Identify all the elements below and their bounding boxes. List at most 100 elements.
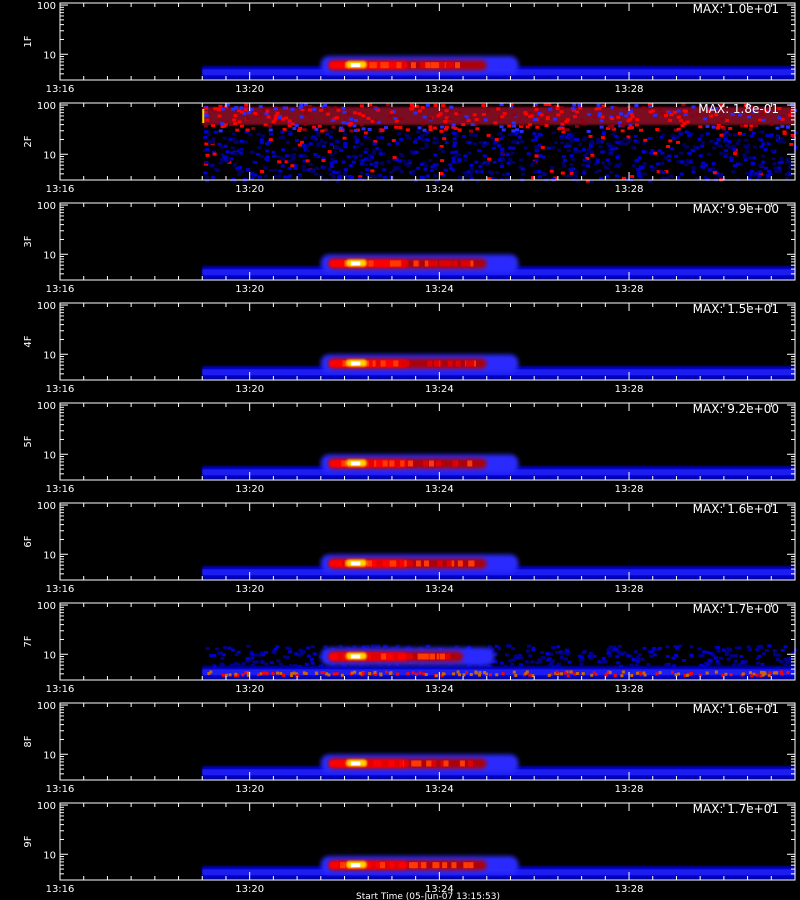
spectrogram-image — [202, 354, 796, 380]
y-axis-label: 8F — [23, 735, 34, 747]
spectrogram-image — [202, 56, 796, 80]
axes: 100 10 13:16 13:20 13:24 13:28 — [37, 301, 796, 395]
x-tick-label: 13:20 — [235, 484, 264, 495]
footer-label: Start Time (05-Jun-07 13:15:53) — [356, 892, 500, 900]
x-tick-label: 13:16 — [46, 684, 75, 695]
x-tick-label: 13:16 — [46, 584, 75, 595]
axes: 100 10 13:16 13:20 13:24 13:28 — [37, 101, 796, 195]
y-axis-label: 7F — [23, 635, 34, 647]
y-tick-label: 100 — [37, 501, 56, 512]
x-tick-label: 13:16 — [46, 484, 75, 495]
y-tick-label: 10 — [43, 750, 56, 761]
x-tick-label: 13:16 — [46, 284, 75, 295]
y-axis-label: 5F — [23, 435, 34, 447]
y-tick-label: 100 — [37, 201, 56, 212]
x-tick-label: 13:16 — [46, 884, 75, 895]
x-tick-label: 13:28 — [615, 84, 644, 95]
x-tick-label: 13:20 — [235, 784, 264, 795]
panel-1: 100 10 13:16 13:20 13:24 13:28 1F MAX: 1.0e+01 — [23, 1, 796, 95]
x-tick-label: 13:28 — [615, 584, 644, 595]
max-value-label: MAX: 1.8e-01 — [698, 102, 779, 116]
y-tick-label: 100 — [37, 601, 56, 612]
y-tick-label: 10 — [43, 250, 56, 261]
max-value-label: MAX: 1.0e+01 — [693, 2, 779, 16]
panel-3: 100 10 13:16 13:20 13:24 13:28 3F MAX: 9.9e+00 — [23, 201, 796, 295]
x-tick-label: 13:28 — [615, 684, 644, 695]
axes: 100 10 13:16 13:20 13:24 13:28 — [37, 801, 796, 895]
max-value-label: MAX: 1.7e+01 — [693, 802, 779, 816]
spectrogram-image — [202, 103, 799, 183]
x-tick-label: 13:24 — [425, 84, 454, 95]
panel-6: 100 10 13:16 13:20 13:24 13:28 6F MAX: 1.6e+01 — [23, 501, 796, 595]
y-tick-label: 10 — [43, 350, 56, 361]
axes: 100 10 13:16 13:20 13:24 13:28 — [37, 401, 796, 495]
spectrogram-image — [202, 454, 796, 480]
axes: 100 10 13:16 13:20 13:24 13:28 — [37, 201, 796, 295]
x-tick-label: 13:20 — [235, 284, 264, 295]
x-tick-label: 13:24 — [425, 184, 454, 195]
y-tick-label: 100 — [37, 701, 56, 712]
y-tick-label: 100 — [37, 1, 56, 12]
x-tick-label: 13:20 — [235, 884, 264, 895]
x-tick-label: 13:24 — [425, 484, 454, 495]
spectrogram-image — [202, 554, 796, 580]
panel-5: 100 10 13:16 13:20 13:24 13:28 5F MAX: 9.2e+00 — [23, 401, 796, 495]
y-tick-label: 10 — [43, 650, 56, 661]
max-value-label: MAX: 1.6e+01 — [693, 502, 779, 516]
y-tick-label: 10 — [43, 550, 56, 561]
max-value-label: MAX: 9.2e+00 — [693, 402, 779, 416]
max-value-label: MAX: 1.5e+01 — [693, 302, 779, 316]
axes: 100 10 13:16 13:20 13:24 13:28 — [37, 701, 796, 795]
axes: 100 10 13:16 13:20 13:24 13:28 — [37, 601, 796, 695]
y-axis-label: 2F — [23, 135, 34, 147]
x-tick-label: 13:28 — [615, 184, 644, 195]
spectrogram-image — [202, 254, 796, 280]
x-tick-label: 13:28 — [615, 284, 644, 295]
axes: 100 10 13:16 13:20 13:24 13:28 — [37, 501, 796, 595]
panel-9: 100 10 13:16 13:20 13:24 13:28 9F MAX: 1.7e+01 — [23, 801, 796, 895]
y-tick-label: 10 — [43, 450, 56, 461]
x-tick-label: 13:28 — [615, 384, 644, 395]
y-axis-label: 1F — [23, 35, 34, 47]
x-tick-label: 13:20 — [235, 584, 264, 595]
spectrogram-image — [202, 754, 796, 780]
panel-2: 100 10 13:16 13:20 13:24 13:28 2F MAX: 1.8e-01 — [23, 101, 799, 195]
x-tick-label: 13:20 — [235, 684, 264, 695]
x-tick-label: 13:16 — [46, 384, 75, 395]
x-tick-label: 13:20 — [235, 384, 264, 395]
y-axis-label: 4F — [23, 335, 34, 347]
max-value-label: MAX: 1.6e+01 — [693, 702, 779, 716]
x-tick-label: 13:24 — [425, 284, 454, 295]
y-axis-label: 9F — [23, 835, 34, 847]
y-tick-label: 100 — [37, 801, 56, 812]
max-value-label: MAX: 1.7e+00 — [693, 602, 779, 616]
axes: 100 10 13:16 13:20 13:24 13:28 — [37, 1, 796, 95]
x-tick-label: 13:24 — [425, 884, 454, 895]
x-tick-label: 13:28 — [615, 884, 644, 895]
y-tick-label: 10 — [43, 50, 56, 61]
spectrogram-image — [202, 644, 798, 680]
y-tick-label: 10 — [43, 850, 56, 861]
x-tick-label: 13:24 — [425, 784, 454, 795]
y-tick-label: 100 — [37, 101, 56, 112]
x-tick-label: 13:16 — [46, 84, 75, 95]
x-tick-label: 13:16 — [46, 784, 75, 795]
panel-4: 100 10 13:16 13:20 13:24 13:28 4F MAX: 1.5e+01 — [23, 301, 796, 395]
y-tick-label: 10 — [43, 150, 56, 161]
spectrogram-image — [202, 856, 796, 880]
x-tick-label: 13:28 — [615, 784, 644, 795]
x-tick-label: 13:28 — [615, 484, 644, 495]
y-tick-label: 100 — [37, 301, 56, 312]
x-tick-label: 13:24 — [425, 384, 454, 395]
y-tick-label: 100 — [37, 401, 56, 412]
panel-8: 100 10 13:16 13:20 13:24 13:28 8F MAX: 1.6e+01 — [23, 701, 796, 795]
x-tick-label: 13:24 — [425, 684, 454, 695]
x-tick-label: 13:16 — [46, 184, 75, 195]
x-tick-label: 13:20 — [235, 184, 264, 195]
x-tick-label: 13:20 — [235, 84, 264, 95]
panel-7: 100 10 13:16 13:20 13:24 13:28 7F MAX: 1.7e+00 — [23, 601, 798, 695]
y-axis-label: 6F — [23, 535, 34, 547]
y-axis-label: 3F — [23, 235, 34, 247]
